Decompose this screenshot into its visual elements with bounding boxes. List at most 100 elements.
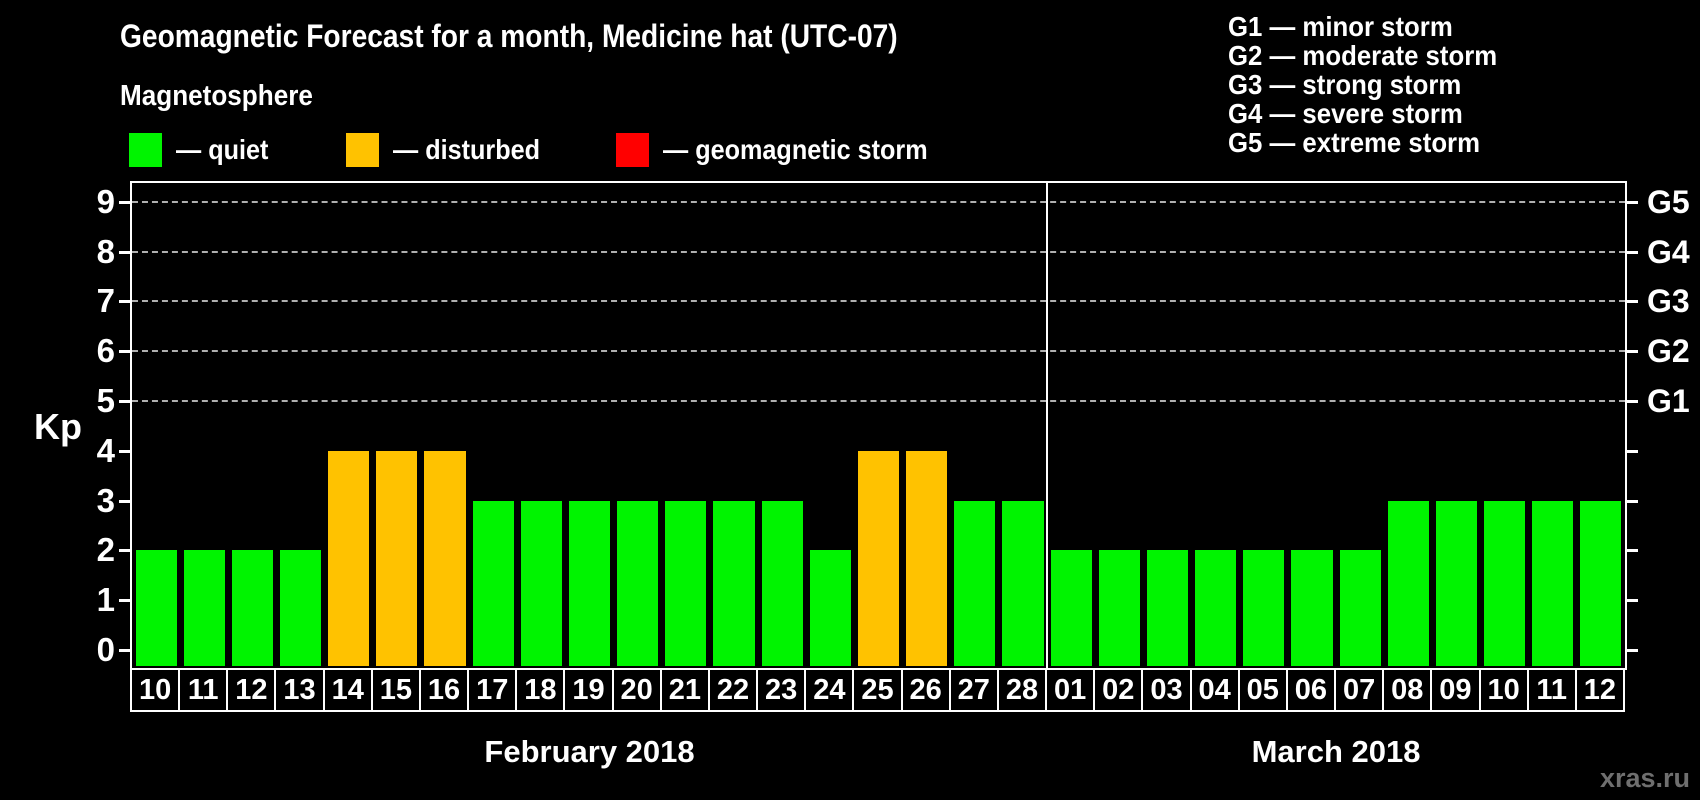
g-legend-line: G4 — severe storm: [1228, 98, 1463, 129]
kp-bar: [1291, 550, 1333, 666]
y-axis-tick: [1627, 499, 1638, 503]
kp-bar: [1243, 550, 1285, 666]
kp-bar: [1532, 500, 1574, 666]
y-axis-tick: [119, 200, 130, 204]
day-label-cell: 11: [1526, 668, 1577, 712]
day-label-cell: 06: [1285, 668, 1337, 712]
legend-swatch-quiet: [129, 133, 162, 167]
kp-bar: [183, 550, 225, 666]
day-label-cell: 12: [1574, 668, 1625, 712]
y-axis-tick: [119, 350, 130, 354]
legend-heading: Magnetosphere: [120, 80, 313, 112]
y-axis-tick: [119, 649, 130, 652]
day-label-cell: 02: [1093, 668, 1144, 712]
legend-item-disturbed: — disturbed: [346, 133, 556, 167]
kp-bar: [279, 550, 322, 666]
day-label-cell: 20: [611, 668, 662, 712]
day-label-cell: 15: [370, 668, 421, 712]
legend-item-label: — geomagnetic storm: [663, 134, 928, 165]
day-label-cell: 07: [1334, 668, 1385, 712]
day-label-cell: 28: [996, 668, 1048, 712]
day-label-cell: 11: [178, 668, 229, 712]
kp-bar: [809, 550, 851, 666]
day-label-cell: 13: [274, 668, 325, 712]
kp-bar: [1002, 500, 1044, 666]
kp-bar: [1050, 550, 1092, 666]
legend-item-label: — disturbed: [393, 134, 541, 165]
kp-bar: [617, 500, 659, 666]
legend-item-storm: — geomagnetic storm: [616, 133, 957, 167]
y-tick-label: 8: [96, 232, 115, 270]
g-legend-line: G5 — extreme storm: [1228, 127, 1480, 158]
y-tick-label: 5: [96, 382, 115, 419]
day-label-cell: 05: [1237, 668, 1288, 712]
y-axis-tick: [119, 599, 130, 603]
kp-bar: [857, 450, 900, 666]
day-label-cell: 23: [756, 668, 807, 712]
day-label-cell: 04: [1189, 668, 1240, 712]
y-axis-tick: [119, 499, 130, 503]
g-scale-label: G4: [1647, 233, 1690, 270]
y-axis-tick: [1627, 400, 1638, 403]
kp-bar: [135, 550, 177, 666]
day-label-cell: 09: [1430, 668, 1481, 712]
y-axis-tick: [1627, 649, 1638, 652]
legend-swatch-storm: [616, 133, 649, 167]
kp-bar: [520, 500, 562, 666]
legend-item-label: — quiet: [176, 134, 269, 165]
kp-bar: [376, 450, 418, 666]
kp-bar: [665, 500, 707, 666]
kp-bar: [1484, 500, 1526, 666]
day-label-cell: 08: [1382, 668, 1433, 712]
kp-bar: [761, 500, 803, 666]
g-scale-legend: G1 — minor storm G2 — moderate storm G3 — …: [1228, 12, 1521, 157]
page-title: Geomagnetic Forecast for a month, Medici…: [120, 18, 898, 54]
y-tick-label: 9: [96, 182, 115, 220]
kp-bar: [328, 450, 370, 666]
day-label-cell: 10: [1478, 668, 1529, 712]
g-legend-line: G3 — strong storm: [1228, 69, 1462, 100]
day-label-cell: 21: [659, 668, 710, 712]
kp-bar: [906, 450, 948, 666]
day-label-cell: 26: [900, 668, 951, 712]
gridline: [132, 300, 1625, 303]
plot-border: [130, 181, 1627, 670]
g-scale-label: G3: [1647, 283, 1690, 320]
day-label-cell: 27: [948, 668, 999, 712]
kp-bar: [1339, 550, 1381, 666]
day-label-cell: 01: [1045, 668, 1096, 712]
y-axis-title: Kp: [34, 406, 82, 447]
kp-bar: [1387, 500, 1429, 666]
y-axis-tick: [1627, 549, 1638, 553]
gridline: [132, 350, 1625, 353]
day-label-cell: 22: [707, 668, 759, 712]
kp-bar: [472, 500, 514, 666]
kp-bar: [954, 500, 996, 666]
kp-bar: [568, 500, 611, 666]
kp-bar: [1146, 550, 1189, 666]
legend-item-quiet: — quiet: [129, 133, 279, 167]
g-scale-label: G2: [1647, 333, 1690, 370]
month-separator: [1046, 183, 1049, 668]
kp-bar: [1435, 500, 1477, 666]
day-label-cell: 18: [515, 668, 566, 712]
y-axis-tick: [119, 549, 130, 553]
kp-bar: [424, 450, 466, 666]
legend-swatch-disturbed: [346, 133, 379, 167]
y-tick-label: 0: [96, 631, 115, 668]
y-axis-tick: [1627, 599, 1638, 603]
day-label-cell: 14: [322, 668, 373, 712]
day-label-cell: 24: [804, 668, 855, 712]
g-scale-label: G1: [1647, 383, 1690, 419]
watermark: xras.ru: [1599, 763, 1690, 793]
kp-bar: [1580, 500, 1622, 666]
y-tick-label: 6: [96, 332, 115, 370]
g-legend-line: G2 — moderate storm: [1228, 40, 1498, 71]
y-axis-tick: [1627, 449, 1638, 453]
y-tick-label: 2: [96, 531, 115, 569]
y-tick-label: 3: [96, 481, 115, 519]
y-tick-label: 4: [96, 431, 115, 469]
y-axis-tick: [119, 449, 130, 453]
gridline: [132, 400, 1625, 402]
